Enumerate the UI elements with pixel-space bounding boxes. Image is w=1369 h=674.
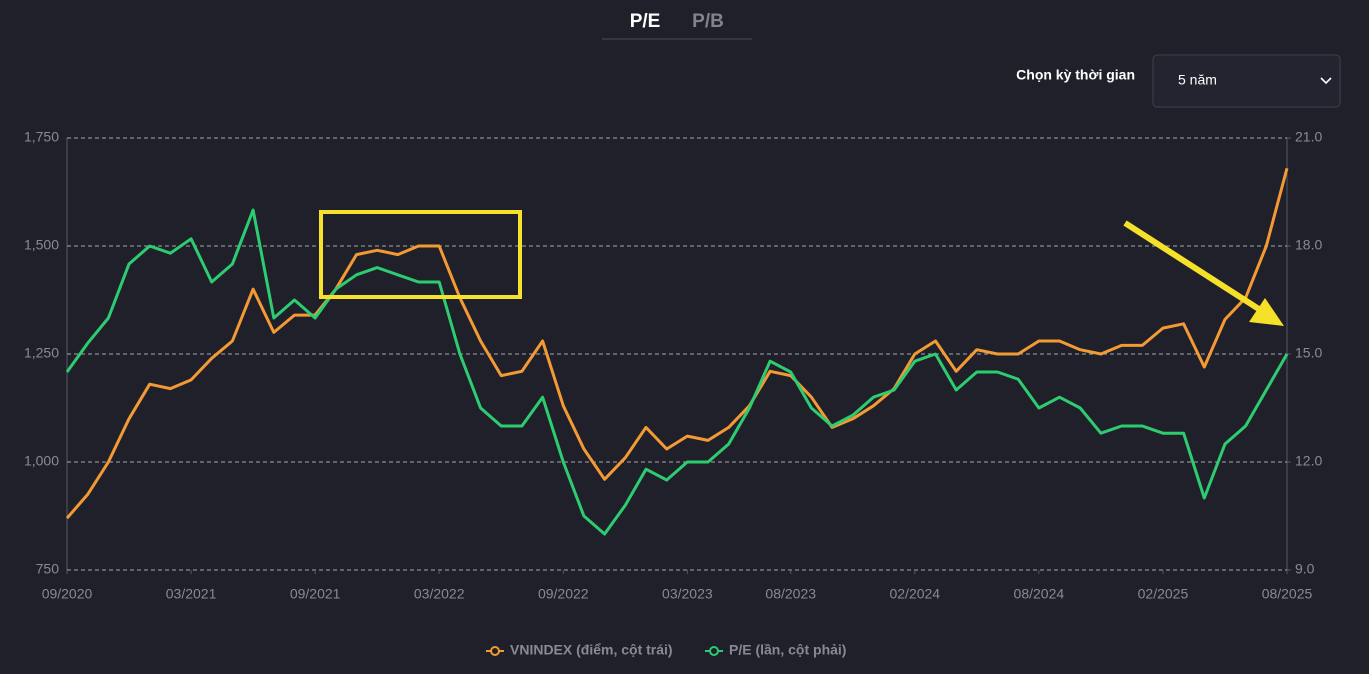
- y2-tick-label: 18.0: [1295, 237, 1322, 253]
- tab[interactable]: P/B: [692, 11, 724, 32]
- period-select[interactable]: [1152, 54, 1341, 108]
- legend-marker: [709, 646, 719, 656]
- x-tick-label: 03/2023: [662, 586, 713, 602]
- y2-tick-label: 9.0: [1295, 561, 1315, 577]
- period-value[interactable]: 5 năm: [1178, 72, 1217, 88]
- legend-label: VNINDEX (điểm, cột trái): [510, 642, 673, 658]
- series-line: [65, 167, 1289, 520]
- period-label: Chọn kỳ thời gian: [1016, 67, 1135, 83]
- legend-label: P/E (lần, cột phải): [729, 642, 846, 658]
- y-tick-label: 1,000: [24, 453, 59, 469]
- x-tick-label: 08/2023: [765, 586, 816, 602]
- series-line: [65, 208, 1289, 536]
- y2-tick-label: 15.0: [1295, 345, 1322, 361]
- x-tick-label: 09/2021: [290, 586, 341, 602]
- legend-marker: [490, 646, 500, 656]
- chevron: [1320, 77, 1332, 85]
- x-tick-label: 02/2024: [889, 586, 940, 602]
- x-tick-label: 03/2022: [414, 586, 465, 602]
- x-tick-label: 09/2022: [538, 586, 589, 602]
- plot: 750 1,000 1,250 1,500 1,750 9.0 12.0 15.0 18.0 21…: [24, 129, 1323, 602]
- x-tick-label: 02/2025: [1138, 586, 1189, 602]
- tab[interactable]: P/E: [630, 11, 661, 32]
- x-tick-label: 08/2025: [1262, 586, 1313, 602]
- arrow-head: [1249, 298, 1284, 326]
- x-tick-label: 09/2020: [42, 586, 93, 602]
- x-tick-label: 03/2021: [166, 586, 217, 602]
- y2-tick-label: 21.0: [1295, 129, 1322, 145]
- y-tick-label: 1,500: [24, 237, 59, 253]
- legend: VNINDEX (điểm, cột trái) P/E (lần, cột ph…: [486, 642, 846, 658]
- arrow-shaft: [1123, 220, 1267, 316]
- y-tick-label: 1,250: [24, 345, 59, 361]
- x-tick-label: 08/2024: [1014, 586, 1065, 602]
- y2-tick-label: 12.0: [1295, 453, 1322, 469]
- highlight-box: [319, 210, 522, 299]
- y-tick-label: 750: [36, 561, 60, 577]
- y-tick-label: 1,750: [24, 129, 59, 145]
